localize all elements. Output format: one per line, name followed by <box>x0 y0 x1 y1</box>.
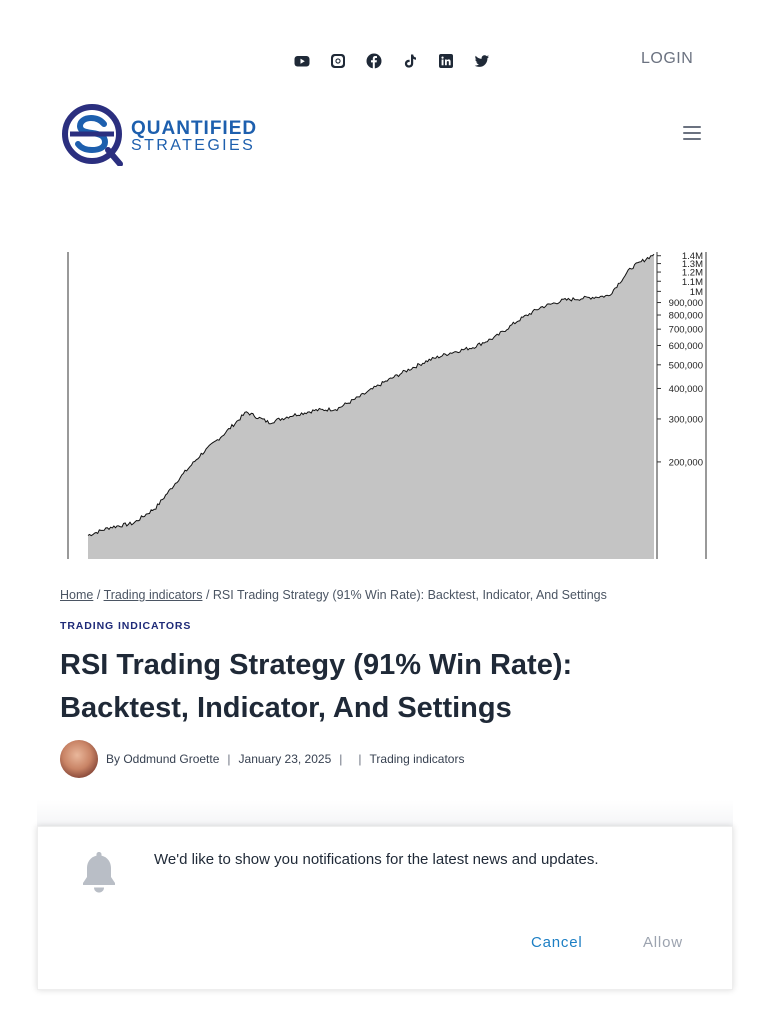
social-links <box>284 50 500 72</box>
breadcrumb-trading-indicators[interactable]: Trading indicators <box>103 588 203 602</box>
meta-separator: | <box>227 752 231 766</box>
equity-area <box>88 254 654 559</box>
youtube-icon[interactable] <box>284 50 320 72</box>
logo-text-quantified: QUANTIFIED <box>131 118 258 139</box>
y-tick-label: 500,000 <box>669 360 703 371</box>
meta-separator: | <box>358 752 362 766</box>
y-tick-label: 900,000 <box>669 298 703 309</box>
meta-category-link[interactable]: Trading indicators <box>369 752 465 766</box>
notification-message: We'd like to show you notifications for … <box>154 851 599 868</box>
bell-icon <box>83 852 115 893</box>
equity-curve-chart: 1.4M 1.3M 1.2M 1.1M 1M 900,000 800,000 700,000 6… <box>60 250 712 562</box>
site-logo[interactable]: QUANTIFIED STRATEGIES <box>60 104 260 166</box>
y-tick-label: 1M <box>690 287 703 298</box>
logo-mark-icon <box>62 104 123 166</box>
breadcrumb-separator: / <box>205 588 210 602</box>
y-tick-label: 200,000 <box>669 457 703 468</box>
tiktok-icon[interactable] <box>392 50 428 72</box>
y-tick-label: 400,000 <box>669 384 703 395</box>
article-meta: By Oddmund Groette | January 23, 2025 | … <box>60 740 464 778</box>
equity-line <box>87 253 655 537</box>
breadcrumb-separator: / <box>96 588 101 602</box>
publish-date: January 23, 2025 <box>238 752 332 766</box>
twitter-icon[interactable] <box>464 50 500 72</box>
y-tick-label: 800,000 <box>669 311 703 322</box>
top-bar: LOGIN <box>0 0 768 100</box>
cancel-button[interactable]: Cancel <box>531 934 583 951</box>
y-tick-label: 1.2M <box>682 268 703 279</box>
article-category[interactable]: TRADING INDICATORS <box>60 620 192 632</box>
login-link[interactable]: LOGIN <box>641 50 694 67</box>
menu-icon[interactable] <box>683 126 701 142</box>
meta-separator: | <box>339 752 343 766</box>
breadcrumb: Home / Trading indicators / RSI Trading … <box>60 588 607 602</box>
page-title: RSI Trading Strategy (91% Win Rate): Bac… <box>60 649 573 724</box>
y-tick-label: 1.3M <box>682 259 703 270</box>
avatar[interactable] <box>60 740 98 778</box>
overlay-shade <box>37 800 733 830</box>
allow-button[interactable]: Allow <box>643 934 683 951</box>
notification-prompt: We'd like to show you notifications for … <box>37 826 733 990</box>
linkedin-icon[interactable] <box>428 50 464 72</box>
y-tick-label: 1.1M <box>682 277 703 288</box>
author-link[interactable]: By Oddmund Groette <box>106 752 220 766</box>
y-tick-label: 300,000 <box>669 414 703 425</box>
y-tick-label: 600,000 <box>669 341 703 352</box>
y-tick-label: 1.4M <box>682 251 703 262</box>
breadcrumb-home[interactable]: Home <box>60 588 94 602</box>
breadcrumb-current: RSI Trading Strategy (91% Win Rate): Bac… <box>212 588 607 602</box>
logo-text-strategies: STRATEGIES <box>131 137 256 154</box>
y-tick-label: 700,000 <box>669 325 703 336</box>
instagram-icon[interactable] <box>320 50 356 72</box>
facebook-icon[interactable] <box>356 50 392 72</box>
